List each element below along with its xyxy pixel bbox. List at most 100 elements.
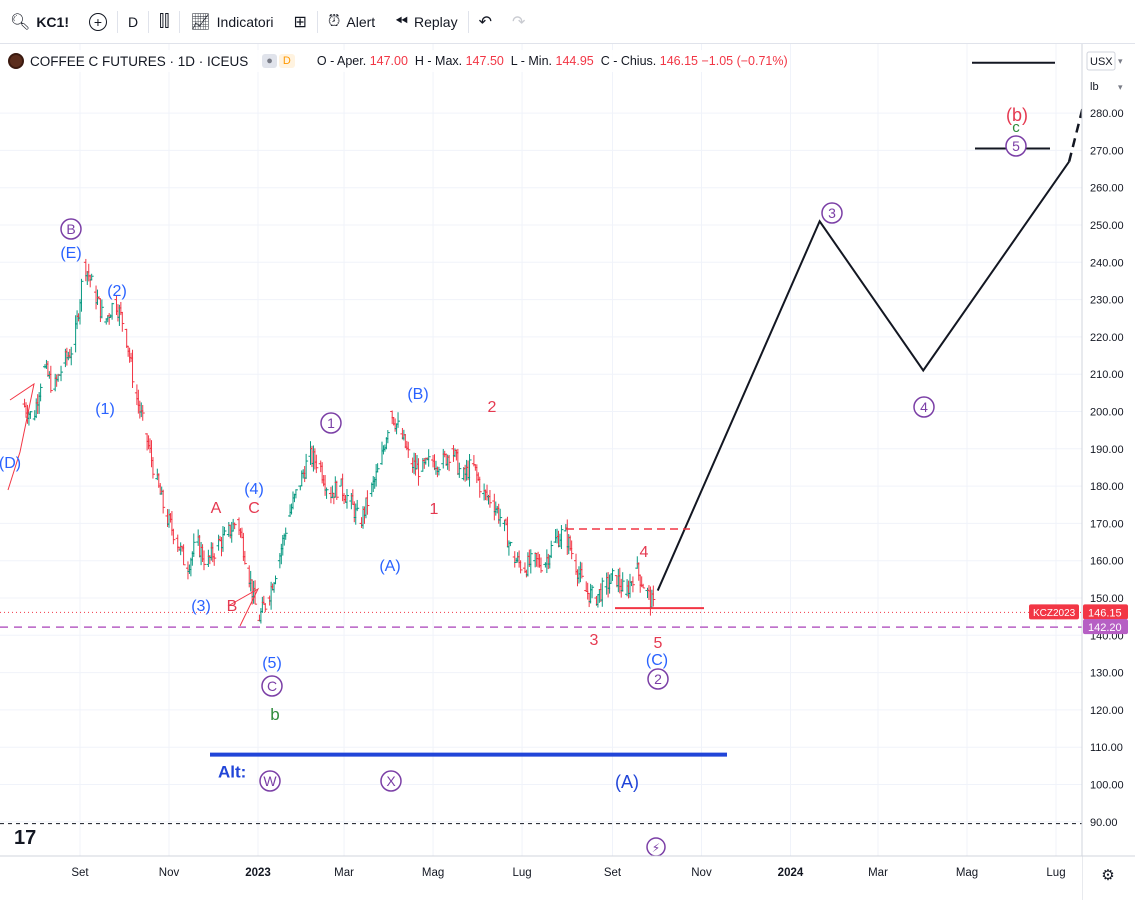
price-bar xyxy=(263,603,268,613)
chart-canvas[interactable]: Alt: (E) (2) (1) (D) (4) (3) (5) (B) (A) (C) (A) B C… xyxy=(0,44,1135,900)
low-label: L - Min. xyxy=(510,54,553,68)
close-label: C - Chius. xyxy=(600,54,657,68)
rewind-icon: ⏪︎ xyxy=(395,12,408,30)
price-bar xyxy=(426,449,431,467)
low-value: 144.95 xyxy=(555,54,594,68)
high-value: 147.50 xyxy=(465,54,504,68)
time-scale[interactable]: Set Nov 2023 Mar Mag Lug Set Nov 2024 Mar Mag Lug ⚙ 1… xyxy=(0,827,1135,900)
symbol-search[interactable]: 🔍︎ KC1! xyxy=(0,0,79,44)
plus-circle-icon: + xyxy=(88,12,107,31)
price-bar xyxy=(79,278,84,312)
wave-label-E: (E) xyxy=(60,245,81,262)
time-tick-label: Mar xyxy=(334,867,354,879)
unit-label: lb xyxy=(1090,81,1099,93)
wave-label-red-2: 2 xyxy=(488,399,497,416)
replay-button[interactable]: ⏪︎ Replay xyxy=(385,0,467,44)
indicators-icon: 📈︎ xyxy=(190,13,211,31)
chart-type-button[interactable]: ⫿⫿ xyxy=(149,0,179,44)
alert-label: Alert xyxy=(346,13,376,30)
symbol-tag-label: KCZ2023 xyxy=(1033,608,1076,619)
price-tick-label: 220.00 xyxy=(1090,332,1124,344)
alt-wave-label-W: W xyxy=(263,773,277,789)
price-bar xyxy=(59,365,64,382)
price-bar xyxy=(110,302,115,320)
price-tick-label: 250.00 xyxy=(1090,220,1124,232)
time-tick-label: Set xyxy=(71,867,89,879)
price-bar xyxy=(477,476,482,498)
wave-label-circled-B-ring xyxy=(60,218,82,240)
wave-label-circled-1-ring xyxy=(320,412,342,434)
price-bar xyxy=(140,405,145,421)
indicators-button[interactable]: 📈︎ Indicatori xyxy=(180,0,283,44)
last-price-tag xyxy=(1083,604,1128,620)
chevron-down-icon: ▾ xyxy=(1118,56,1123,66)
lightning-icon: ⚡ xyxy=(652,841,660,855)
wave-label-green-b: b xyxy=(270,705,279,724)
price-bar xyxy=(457,462,462,478)
price-bar xyxy=(99,299,104,319)
wave-label-red-B: B xyxy=(227,598,238,615)
price-scale[interactable]: USX ▾lb ▾90.00100.00110.00120.00130.00140.… xyxy=(1029,44,1135,900)
wave-label-red-1: 1 xyxy=(430,501,439,518)
wave-label-circled-2-ring xyxy=(647,668,669,690)
add-symbol-button[interactable]: + xyxy=(79,0,117,44)
wave-label-red-b: (b) xyxy=(1006,105,1028,125)
price-tick-label: 240.00 xyxy=(1090,257,1124,269)
ohlc-values: O - Aper. 147.00 H - Max. 147.50 L - Min… xyxy=(317,54,788,68)
divider xyxy=(467,10,469,33)
wave-label-circled-5-ring xyxy=(1005,135,1027,157)
alt-wave-label-W-ring xyxy=(259,770,281,792)
undo-button[interactable]: ↶ xyxy=(469,0,502,44)
divider xyxy=(148,10,150,33)
price-bar xyxy=(28,411,33,419)
price-bar xyxy=(620,572,625,592)
time-tick-label: Nov xyxy=(159,867,180,879)
open-label: O - Aper. xyxy=(316,54,367,68)
wave-label-circled-4-ring xyxy=(913,396,935,418)
alt-wave-label-A: (A) xyxy=(615,772,639,792)
price-bar xyxy=(416,458,421,486)
time-tick-label: 2024 xyxy=(778,867,804,879)
alarm-clock-icon: ⏰︎ xyxy=(327,12,341,30)
coffee-symbol-icon xyxy=(8,53,24,69)
price-tick-label: 210.00 xyxy=(1090,369,1124,381)
layout-button[interactable]: ⊞ xyxy=(283,0,316,44)
delayed-badge[interactable]: D xyxy=(278,54,295,68)
price-bar xyxy=(130,349,135,388)
price-bar xyxy=(324,487,329,499)
indicators-label: Indicatori xyxy=(216,13,274,30)
triangle-drawing xyxy=(7,382,35,491)
change-value: −1.05 (−0.71%) xyxy=(701,54,788,68)
price-tick-label: 180.00 xyxy=(1090,481,1124,493)
price-bar xyxy=(447,454,452,472)
price-bar xyxy=(355,499,360,512)
redo-button[interactable]: ↷ xyxy=(502,0,535,44)
interval-button[interactable]: D xyxy=(118,0,148,44)
price-bar xyxy=(518,560,523,574)
price-scale-bg xyxy=(1082,44,1135,900)
time-tick-label: Mar xyxy=(868,867,888,879)
price-tick-label: 200.00 xyxy=(1090,407,1124,419)
price-bar xyxy=(48,365,53,393)
price-bar xyxy=(641,583,646,589)
price-bar xyxy=(314,454,319,474)
price-bar xyxy=(508,541,513,547)
level-price-value: 142.20 xyxy=(1088,622,1122,634)
wave-label-4: (4) xyxy=(244,481,264,498)
redo-icon: ↷ xyxy=(511,13,526,31)
time-tick-label: Lug xyxy=(1046,867,1065,879)
wave-label-D: (D) xyxy=(0,455,21,472)
time-tick-label: Lug xyxy=(512,867,531,879)
price-bars xyxy=(22,258,656,624)
wave-label-circled-3-ring xyxy=(821,202,843,224)
top-toolbar: 🔍︎ KC1! + D ⫿⫿ 📈︎ Indicatori ⊞ ⏰︎ Alert … xyxy=(0,0,1135,44)
price-bar xyxy=(467,454,472,487)
wave-label-circled-C: C xyxy=(267,678,277,694)
level-price-tag xyxy=(1083,619,1128,635)
wave-label-A: (A) xyxy=(379,558,400,575)
price-bar xyxy=(630,576,635,593)
price-bar xyxy=(406,441,411,458)
price-bar xyxy=(242,550,247,565)
alert-button[interactable]: ⏰︎ Alert xyxy=(318,0,385,44)
divider xyxy=(116,10,118,33)
